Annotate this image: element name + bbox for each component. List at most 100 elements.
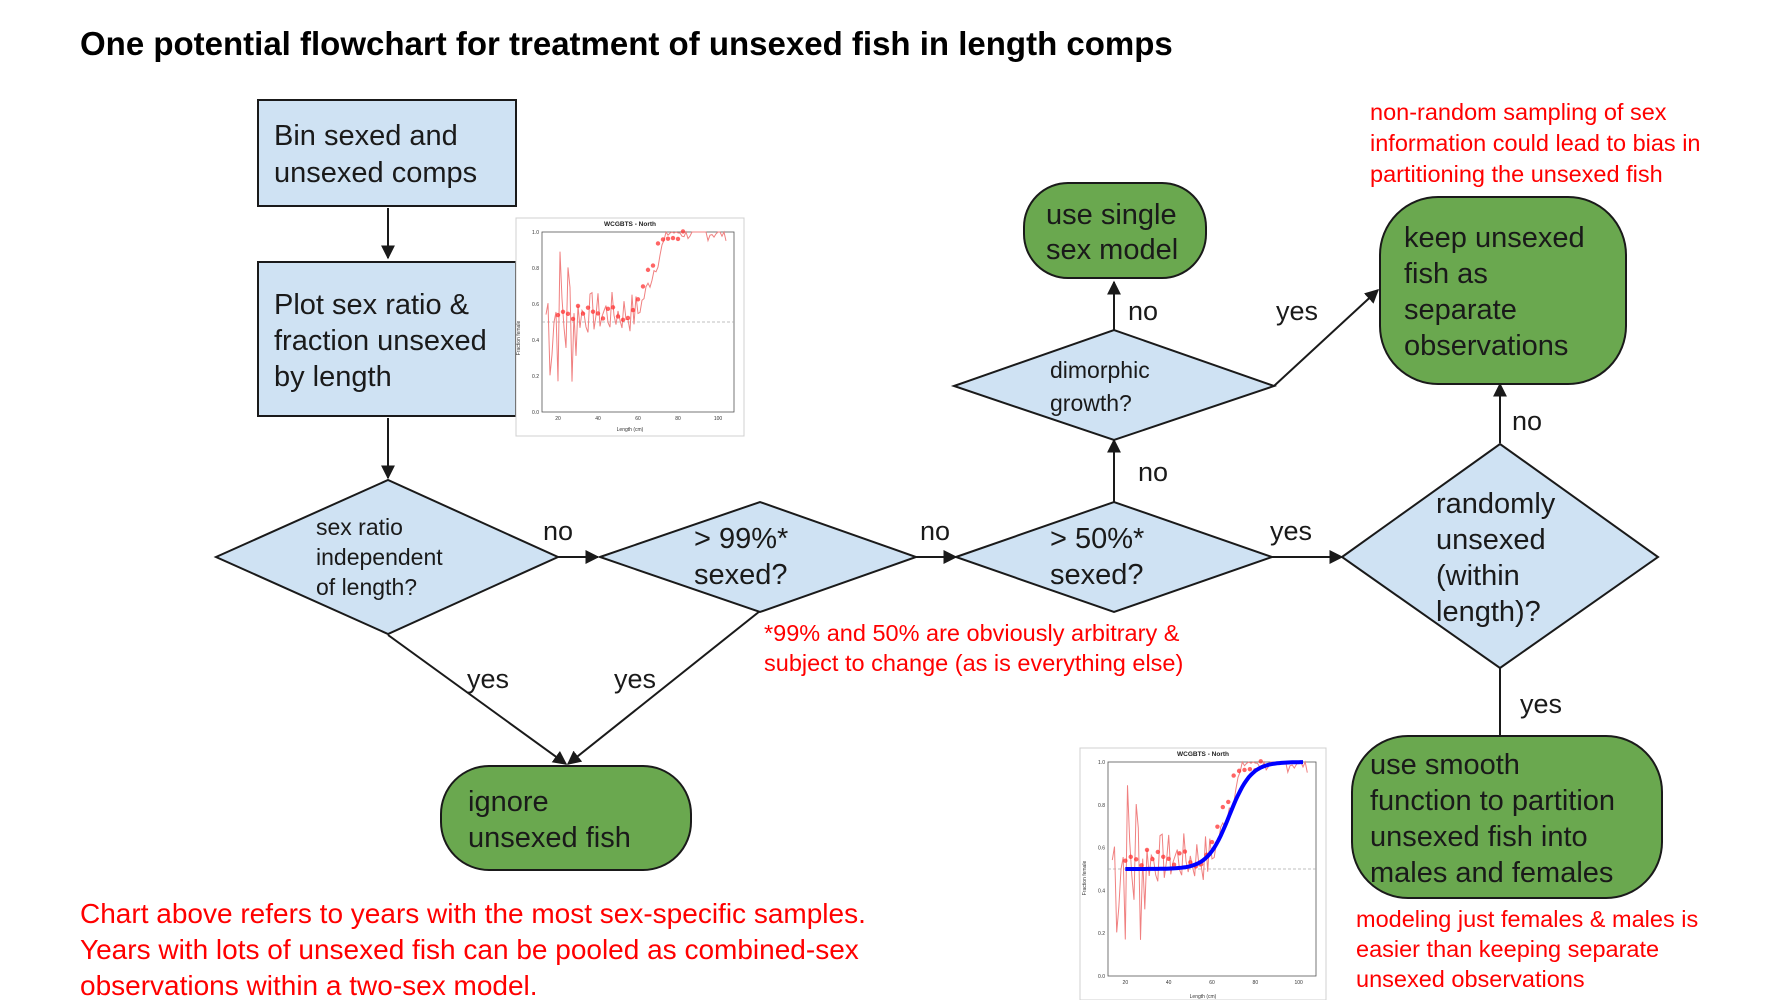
- thumb-data-point: [630, 307, 636, 313]
- terminal-single-line2: sex model: [1046, 234, 1178, 266]
- thumb-x-tick: 20: [1123, 980, 1129, 986]
- decision-sex-ratio-shape: [213, 478, 561, 636]
- terminal-ignore-line2: unsexed fish: [468, 822, 631, 854]
- thumb-data-point: [1166, 856, 1171, 862]
- decision-random-line3: (within: [1436, 560, 1520, 592]
- label-sexratio-no: no: [543, 516, 573, 546]
- svg-text:use single sex model: use single sex model: [1046, 199, 1185, 266]
- thumb-observed-line: [545, 230, 727, 382]
- thumb-bottom-xlabel: Length (cm): [1190, 994, 1217, 1000]
- decision-dimorphic-line1: dimorphic: [1050, 357, 1150, 383]
- label-dimorphic-no: no: [1128, 296, 1158, 326]
- thumb-smooth-curve: [1125, 760, 1303, 871]
- decision-random: randomly unsexed (within length)?: [1340, 442, 1660, 670]
- terminal-keep-line2: fish as: [1404, 258, 1488, 290]
- thumb-data-point: [1258, 759, 1263, 764]
- decision-99-line2: sexed?: [694, 559, 788, 591]
- decision-99-shape: [596, 500, 920, 614]
- terminal-ignore: ignore unsexed fish: [440, 765, 692, 871]
- thumb-data-point: [1139, 863, 1144, 868]
- decision-99-line1: > 99%*: [694, 523, 788, 555]
- thumb-x-tick: 100: [714, 416, 723, 422]
- node-bin-box: [257, 99, 517, 207]
- thumb-x-tick: 80: [1253, 980, 1259, 986]
- note-modeling: modeling just females & males is easier …: [1356, 906, 1705, 992]
- thumb-y-tick: 0.2: [1098, 931, 1105, 937]
- terminal-single-line1: use single: [1046, 199, 1177, 231]
- terminal-smooth-line1: use smooth: [1370, 749, 1520, 781]
- thumb-data-point: [575, 303, 581, 309]
- thumb-data-point: [1177, 851, 1182, 856]
- terminal-smooth-function: use smooth function to partition unsexed…: [1351, 735, 1663, 899]
- thumb-data-point: [1155, 849, 1161, 855]
- thumb-y-tick: 1.0: [532, 230, 539, 236]
- svg-text:> 50%* sexed?: > 50%* sexed?: [1050, 523, 1152, 591]
- thumb-data-point: [1215, 824, 1220, 829]
- edge-labels: no no yes no no yes no yes yes yes: [467, 296, 1562, 719]
- thumb-top-title: WCGBTS - North: [604, 221, 656, 228]
- terminal-single-sex: use single sex model: [1023, 182, 1207, 279]
- thumb-x-tick: 60: [635, 416, 641, 422]
- decision-random-line4: length)?: [1436, 596, 1541, 628]
- terminal-ignore-shape: [440, 765, 692, 871]
- note-chart-above-line1: Chart above refers to years with the mos…: [80, 898, 866, 929]
- thumb-data-point: [1182, 849, 1188, 854]
- svg-text:randomly unsexed (: randomly unsexed (within length)?: [1436, 488, 1563, 628]
- svg-text:ignore unsexed fish: ignore unsexed fish: [468, 786, 631, 854]
- thumb-data-point: [1226, 799, 1231, 805]
- thumb-data-point: [605, 306, 611, 311]
- note-chart-above: Chart above refers to years with the mos…: [80, 898, 874, 1000]
- thumb-bottom-title: WCGBTS - North: [1177, 751, 1229, 758]
- thumb-y-tick: 0.6: [1098, 846, 1105, 852]
- thumb-data-point: [1133, 857, 1139, 862]
- decision-sex-ratio: sex ratio independent of length?: [213, 478, 561, 636]
- svg-text:sex ratio independent: sex ratio independent of length?: [316, 514, 449, 600]
- edge-dimorphic-to-keep: [1273, 289, 1380, 387]
- terminal-keep-line1: keep unsexed: [1404, 222, 1585, 254]
- thumb-data-point: [1231, 773, 1236, 778]
- decision-dimorphic-line2: growth?: [1050, 390, 1132, 416]
- thumb-data-point: [635, 297, 641, 302]
- terminal-smooth-line2: function to partition: [1370, 785, 1615, 817]
- thumb-data-point: [680, 229, 686, 234]
- thumb-data-point: [1161, 854, 1166, 860]
- note-modeling-line1: modeling just females & males is: [1356, 906, 1698, 932]
- thumb-data-point: [565, 311, 571, 317]
- note-nonrandom: non-random sampling of sex information c…: [1370, 99, 1707, 187]
- svg-text:Bin sexed and unsexed co: Bin sexed and unsexed comps: [274, 120, 477, 189]
- terminal-ignore-line1: ignore: [468, 786, 549, 818]
- thumb-y-tick: 0.4: [532, 338, 539, 344]
- thumb-data-point: [675, 236, 681, 242]
- decision-50-shape: [952, 500, 1276, 614]
- thumbnail-plot-top: WCGBTS - North Length (cm) Fraction fema…: [515, 217, 745, 437]
- svg-text:keep unsexed fish as: keep unsexed fish as separate observatio…: [1404, 222, 1593, 362]
- thumb-data-point: [625, 315, 631, 321]
- node-bin-comps: Bin sexed and unsexed comps: [257, 99, 517, 207]
- thumb-y-tick: 1.0: [1098, 760, 1105, 766]
- decision-sex-ratio-line3: of length?: [316, 574, 417, 600]
- terminal-single-shape: [1023, 182, 1207, 279]
- thumb-data-point: [1236, 768, 1242, 774]
- thumb-y-tick: 0.8: [532, 266, 539, 272]
- decision-dimorphic-shape: [950, 328, 1278, 442]
- terminal-keep-line3: separate: [1404, 294, 1517, 326]
- label-random-yes: yes: [1520, 689, 1562, 719]
- thumb-data-point: [645, 267, 651, 273]
- thumb-data-point: [560, 309, 566, 314]
- thumb-x-tick: 100: [1294, 980, 1303, 986]
- thumb-data-point: [1150, 856, 1155, 862]
- thumb-data-point: [665, 236, 671, 241]
- terminal-keep-unsexed: keep unsexed fish as separate observatio…: [1379, 196, 1627, 385]
- label-pct99-yes: yes: [614, 664, 656, 694]
- svg-text:Plot sex ratio & fractio: Plot sex ratio & fraction unsexed by len…: [274, 289, 495, 393]
- svg-text:dimorphic growth?: dimorphic growth?: [1050, 357, 1156, 416]
- thumb-data-point: [1188, 860, 1193, 865]
- thumb-data-point: [1171, 862, 1177, 867]
- thumb-y-tick: 0.4: [1098, 888, 1105, 894]
- thumb-y-tick: 0.6: [532, 302, 539, 308]
- label-pct99-no: no: [920, 516, 950, 546]
- note-modeling-line2: easier than keeping separate: [1356, 936, 1659, 962]
- decision-random-line2: unsexed: [1436, 524, 1546, 556]
- node-plot-box: [257, 261, 517, 417]
- note-modeling-line3: unsexed observations: [1356, 966, 1585, 992]
